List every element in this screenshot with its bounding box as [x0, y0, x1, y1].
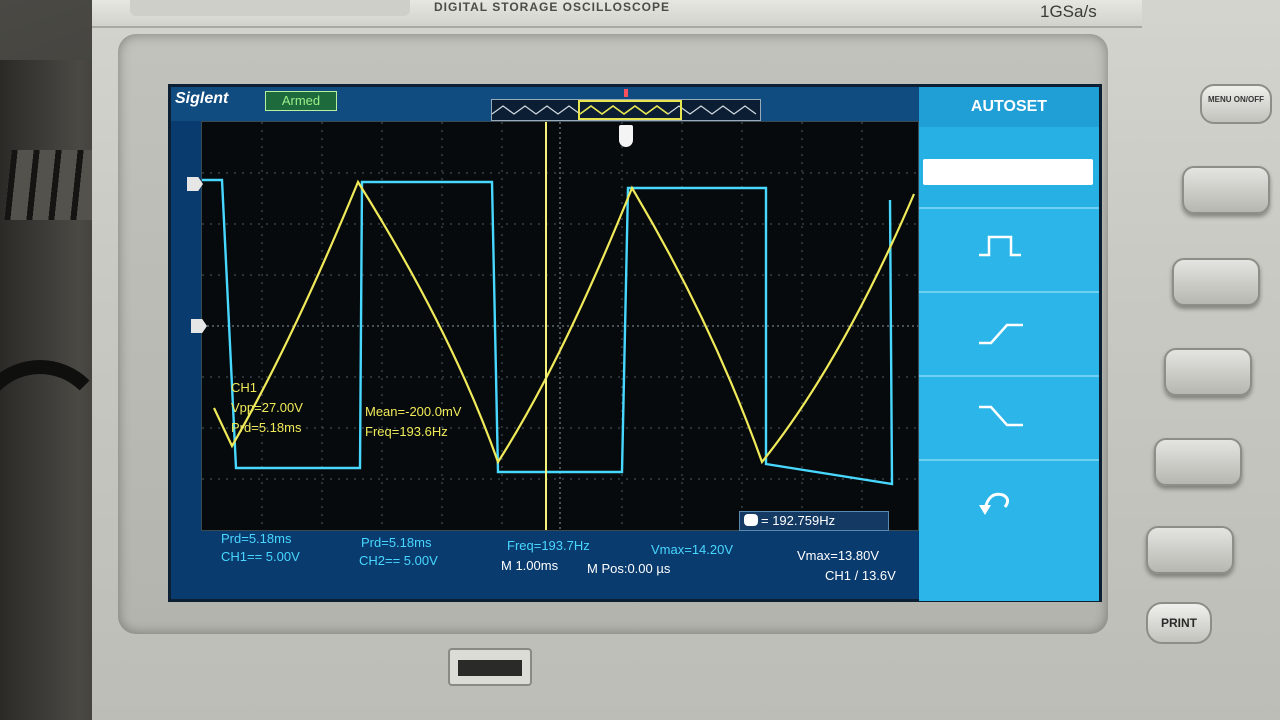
menu-item-rising-edge[interactable] [919, 291, 1099, 375]
bottom-prd-2: Prd=5.18ms [361, 535, 432, 550]
ch1-triangle-waveform [213, 179, 916, 465]
trigger-position-marker [624, 89, 628, 97]
counter-value: = 192.759Hz [761, 513, 836, 528]
screen-brand: Siglent [175, 90, 229, 107]
oscilloscope-screen: Siglent Armed [168, 82, 1102, 602]
softkey-4-button[interactable] [1154, 438, 1242, 486]
meas-vpp: Vpp=27.00V [231, 400, 303, 415]
softkey-3-button[interactable] [1164, 348, 1252, 396]
ch1-scale[interactable]: CH1== 5.00V [221, 549, 300, 564]
pulse-icon [979, 235, 1021, 257]
meas-frequency: Freq=193.6Hz [365, 424, 448, 439]
status-bar: Siglent Armed [171, 87, 919, 121]
graticule [202, 82, 918, 542]
meas-period: Prd=5.18ms [231, 420, 302, 435]
autoset-menu-panel: AUTOSET [919, 87, 1099, 601]
memory-waveform-preview [491, 105, 757, 115]
frequency-counter: = 192.759Hz [739, 511, 889, 531]
waveform-grid [201, 82, 919, 542]
undo-icon [979, 492, 1010, 515]
ch1-ground-marker[interactable] [187, 177, 203, 191]
bottom-prd-1: Prd=5.18ms [221, 531, 292, 546]
ch2-square-waveform [202, 178, 894, 486]
menu-blank-slot[interactable] [923, 159, 1093, 185]
meas-ch1-label: CH1 [231, 380, 258, 395]
softkey-5-button[interactable] [1146, 526, 1234, 574]
bottom-vmax-2: Vmax=13.80V [797, 548, 880, 563]
memory-view-window [578, 100, 682, 120]
usb-slot [458, 660, 522, 676]
counter-icon [744, 514, 758, 526]
vent-grille [4, 150, 102, 220]
usb-port[interactable] [448, 648, 532, 686]
bottom-frequency: Freq=193.7Hz [507, 538, 590, 553]
trigger-time-marker[interactable] [619, 125, 633, 147]
timebase-label[interactable]: M 1.00ms [501, 558, 559, 573]
menu-item-undo[interactable] [919, 459, 1099, 601]
sample-rate-label: 1GSa/s [1040, 2, 1097, 21]
menu-item-falling-edge[interactable] [919, 375, 1099, 459]
softkey-1-button[interactable] [1182, 166, 1270, 214]
softkey-2-button[interactable] [1172, 258, 1260, 306]
menu-item-pulse[interactable] [919, 207, 1099, 291]
ch2-ground-marker[interactable] [191, 319, 207, 333]
meas-mean: Mean=-200.0mV [365, 404, 462, 419]
falling-edge-icon [979, 405, 1023, 427]
model-label: DIGITAL STORAGE OSCILLOSCOPE [434, 0, 671, 14]
print-button[interactable]: PRINT [1146, 602, 1212, 644]
memory-depth-bar [491, 99, 761, 121]
bottom-vmax-1: Vmax=14.20V [651, 542, 734, 557]
menu-title: AUTOSET [919, 87, 1099, 127]
rising-edge-icon [979, 323, 1023, 345]
horizontal-position[interactable]: M Pos:0.00 µs [587, 561, 671, 576]
ch2-scale[interactable]: CH2== 5.00V [359, 553, 438, 568]
menu-onoff-button[interactable]: MENU ON/OFF [1200, 84, 1272, 124]
trigger-level[interactable]: CH1 / 13.6V [825, 568, 896, 583]
brand-logo-plate [130, 0, 410, 16]
trigger-status-badge: Armed [265, 91, 337, 111]
